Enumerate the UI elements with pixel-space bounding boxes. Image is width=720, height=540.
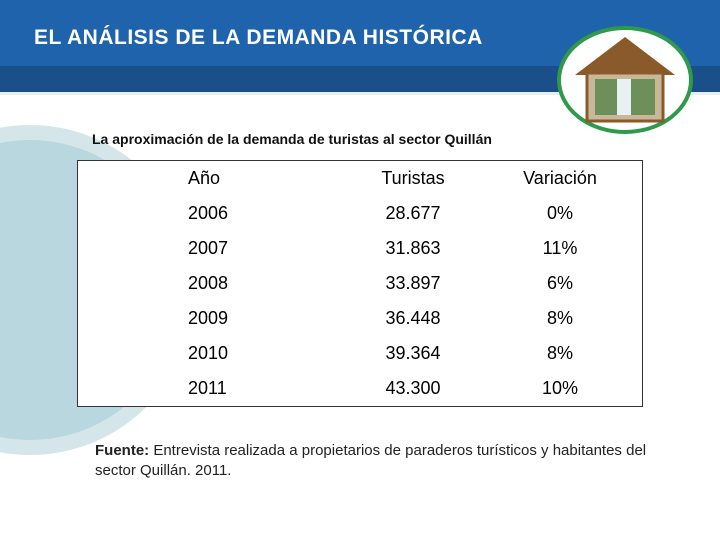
subtitle: La aproximación de la demanda de turista… (92, 131, 492, 147)
logo (557, 26, 693, 134)
table-row: 2009 36.448 8% (78, 301, 643, 336)
table-cell: 8% (546, 343, 573, 363)
table-cell: 2007 (188, 238, 229, 258)
table-cell: 2010 (188, 343, 229, 363)
source-text: Entrevista realizada a propietarios de p… (95, 442, 647, 479)
column-header: Variación (523, 168, 597, 188)
table-row: 2010 39.364 8% (78, 336, 643, 371)
table-cell: 10% (541, 378, 579, 398)
table-cell: 11% (542, 238, 578, 258)
table-row: 2006 28.677 0% (78, 196, 643, 231)
table-cell: 2008 (188, 273, 229, 293)
table-cell: 33.897 (385, 273, 441, 293)
table-cell: 6% (546, 273, 573, 293)
column-header: Año (188, 168, 221, 188)
table-cell: 2011 (188, 378, 227, 398)
table-cell: 31.863 (385, 238, 441, 258)
table-cell: 2006 (188, 203, 229, 223)
source-label: Fuente: (95, 442, 150, 459)
source: Fuente: Entrevista realizada a propietar… (95, 441, 655, 481)
table-cell: 43.300 (385, 378, 441, 398)
table: Año Turistas Variación 2006 28.677 0% 2007 31.8… (77, 160, 643, 407)
column-header: Turistas (381, 168, 445, 188)
table-cell: 39.364 (385, 343, 441, 363)
header-row: Año Turistas Variación (78, 161, 643, 197)
table-cell: 2009 (188, 308, 229, 328)
title: EL ANÁLISIS DE LA DEMANDA HISTÓRICA (34, 26, 483, 49)
table-row: 2008 33.897 6% (78, 266, 643, 301)
table-cell: 36.448 (385, 308, 441, 328)
table-cell: 0% (546, 203, 573, 223)
table-row: 2011 43.300 10% (78, 371, 643, 407)
table-cell: 8% (546, 308, 573, 328)
table-cell: 28.677 (385, 203, 441, 223)
table-row: 2007 31.863 11% (78, 231, 643, 266)
